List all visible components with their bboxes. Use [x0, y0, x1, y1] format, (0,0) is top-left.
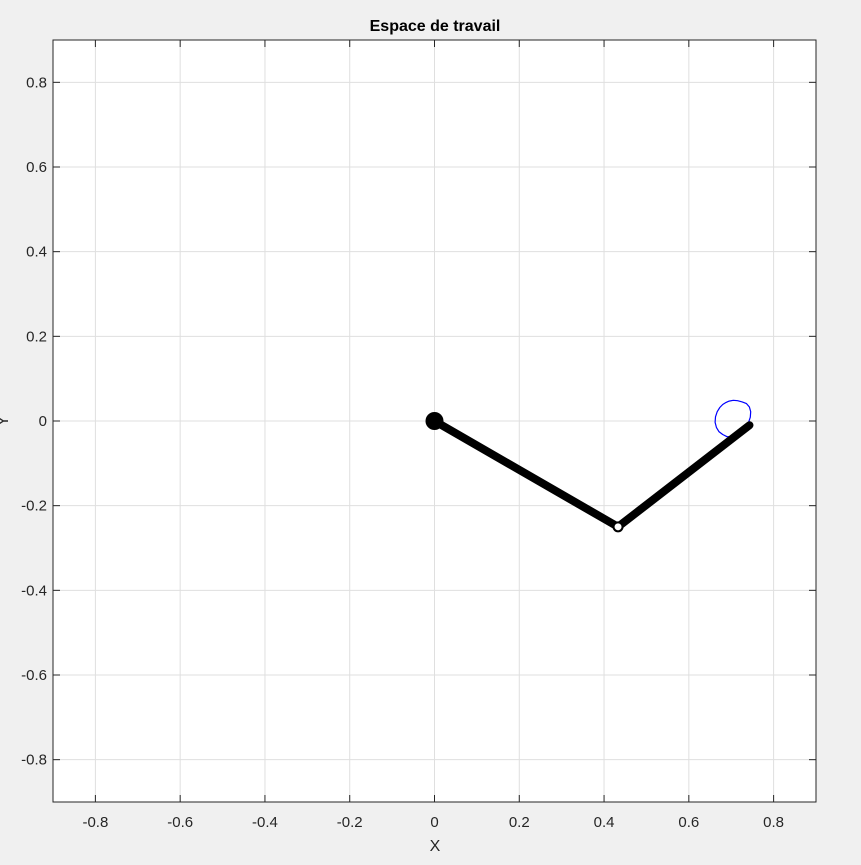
y-tick-label: -0.2	[21, 498, 47, 515]
x-tick-label: 0	[430, 814, 438, 831]
y-tick-label: -0.4	[21, 582, 47, 599]
tick-labels: -0.8 -0.6 -0.4 -0.2 0 0.2 0.4 0.6 0.8 -0.8 -0.6 -0.…	[21, 74, 784, 831]
y-tick-label: 0.4	[26, 244, 47, 261]
y-axis-label: Y	[0, 415, 12, 426]
x-tick-label: 0.6	[678, 814, 699, 831]
plot-series	[425, 399, 754, 533]
x-tick-label: -0.6	[167, 814, 193, 831]
chart-title: Espace de travail	[370, 18, 501, 35]
x-tick-label: 0.2	[509, 814, 530, 831]
x-tick-label: -0.2	[337, 814, 363, 831]
y-tick-label: -0.6	[21, 667, 47, 684]
arm-link-1	[430, 417, 623, 531]
arm-elbow-joint	[612, 521, 624, 533]
x-tick-label: 0.4	[594, 814, 615, 831]
x-tick-label: -0.4	[252, 814, 278, 831]
arm-link-2	[614, 421, 754, 531]
y-tick-label: 0.6	[26, 159, 47, 176]
x-tick-label: -0.8	[82, 814, 108, 831]
x-tick-label: 0.8	[763, 814, 784, 831]
plot-area-border	[52, 39, 817, 803]
y-tick-label: 0	[39, 413, 47, 430]
y-tick-label: -0.8	[21, 752, 47, 769]
x-axis-label: X	[430, 838, 441, 855]
y-tick-label: 0.8	[26, 74, 47, 91]
axis-ticks	[53, 40, 816, 802]
arm-base-joint	[425, 412, 444, 430]
y-tick-label: 0.2	[26, 328, 47, 345]
